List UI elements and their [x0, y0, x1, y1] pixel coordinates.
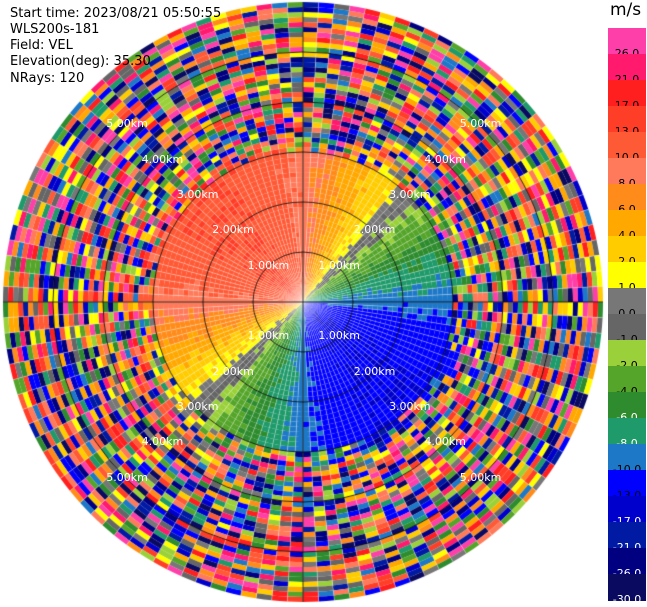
- range-ring-label: 5.00km: [106, 117, 148, 131]
- range-ring-label: 1.00km: [318, 258, 360, 272]
- colorbar-segment: [608, 28, 646, 55]
- colorbar-segment: [608, 184, 646, 211]
- colorbar-segment: [608, 80, 646, 107]
- range-ring-label: 3.00km: [176, 400, 219, 414]
- colorbar-segment: [608, 574, 646, 601]
- colorbar-tick-label: -30.0: [612, 593, 642, 606]
- field-label: Field: VEL: [10, 38, 73, 53]
- range-ring-label: 3.00km: [176, 187, 219, 201]
- colorbar-segment: [608, 158, 646, 185]
- colorbar-segment: [608, 340, 646, 367]
- start-time-label: Start time: 2023/08/21 05:50:55: [10, 6, 222, 21]
- colorbar-segment: [608, 444, 646, 471]
- range-ring-label: 2.00km: [212, 223, 254, 237]
- colorbar-segment: [608, 236, 646, 263]
- colorbar-segment: [608, 548, 646, 575]
- colorbar-segment: [608, 418, 646, 445]
- range-ring-label: 4.00km: [424, 435, 466, 449]
- colorbar-segment: [608, 54, 646, 81]
- range-ring-label: 5.00km: [459, 117, 502, 131]
- colorbar-segment: [608, 392, 646, 419]
- range-ring-label: 1.00km: [318, 329, 360, 343]
- colorbar-segment: [608, 366, 646, 393]
- range-ring-label: 2.00km: [353, 364, 396, 378]
- range-ring-label: 5.00km: [106, 470, 148, 484]
- colorbar-segment: [608, 522, 646, 549]
- colorbar-segment: [608, 314, 646, 341]
- device-label: WLS200s-181: [10, 22, 100, 37]
- range-ring-label: 2.00km: [353, 223, 396, 237]
- range-ring-label: 2.00km: [212, 364, 254, 378]
- range-ring-label: 1.00km: [247, 258, 290, 272]
- colorbar-segment: [608, 132, 646, 159]
- colorbar-segment: [608, 288, 646, 315]
- range-ring-label: 4.00km: [424, 152, 466, 166]
- range-ring-label: 4.00km: [141, 152, 184, 166]
- range-ring-label: 1.00km: [247, 329, 290, 343]
- range-ring-label: 4.00km: [141, 435, 184, 449]
- elevation-label: Elevation(deg): 35.30: [10, 54, 151, 69]
- colorbar-segment: [608, 106, 646, 133]
- colorbar-unit-label: m/s: [610, 0, 642, 20]
- colorbar-segment: [608, 470, 646, 497]
- colorbar-segment: [608, 262, 646, 289]
- range-ring-label: 3.00km: [389, 400, 431, 414]
- range-ring-label: 5.00km: [459, 470, 502, 484]
- nrays-label: NRays: 120: [10, 71, 85, 86]
- colorbar-segment: [608, 496, 646, 523]
- range-ring-label: 3.00km: [389, 187, 431, 201]
- colorbar-segment: [608, 210, 646, 237]
